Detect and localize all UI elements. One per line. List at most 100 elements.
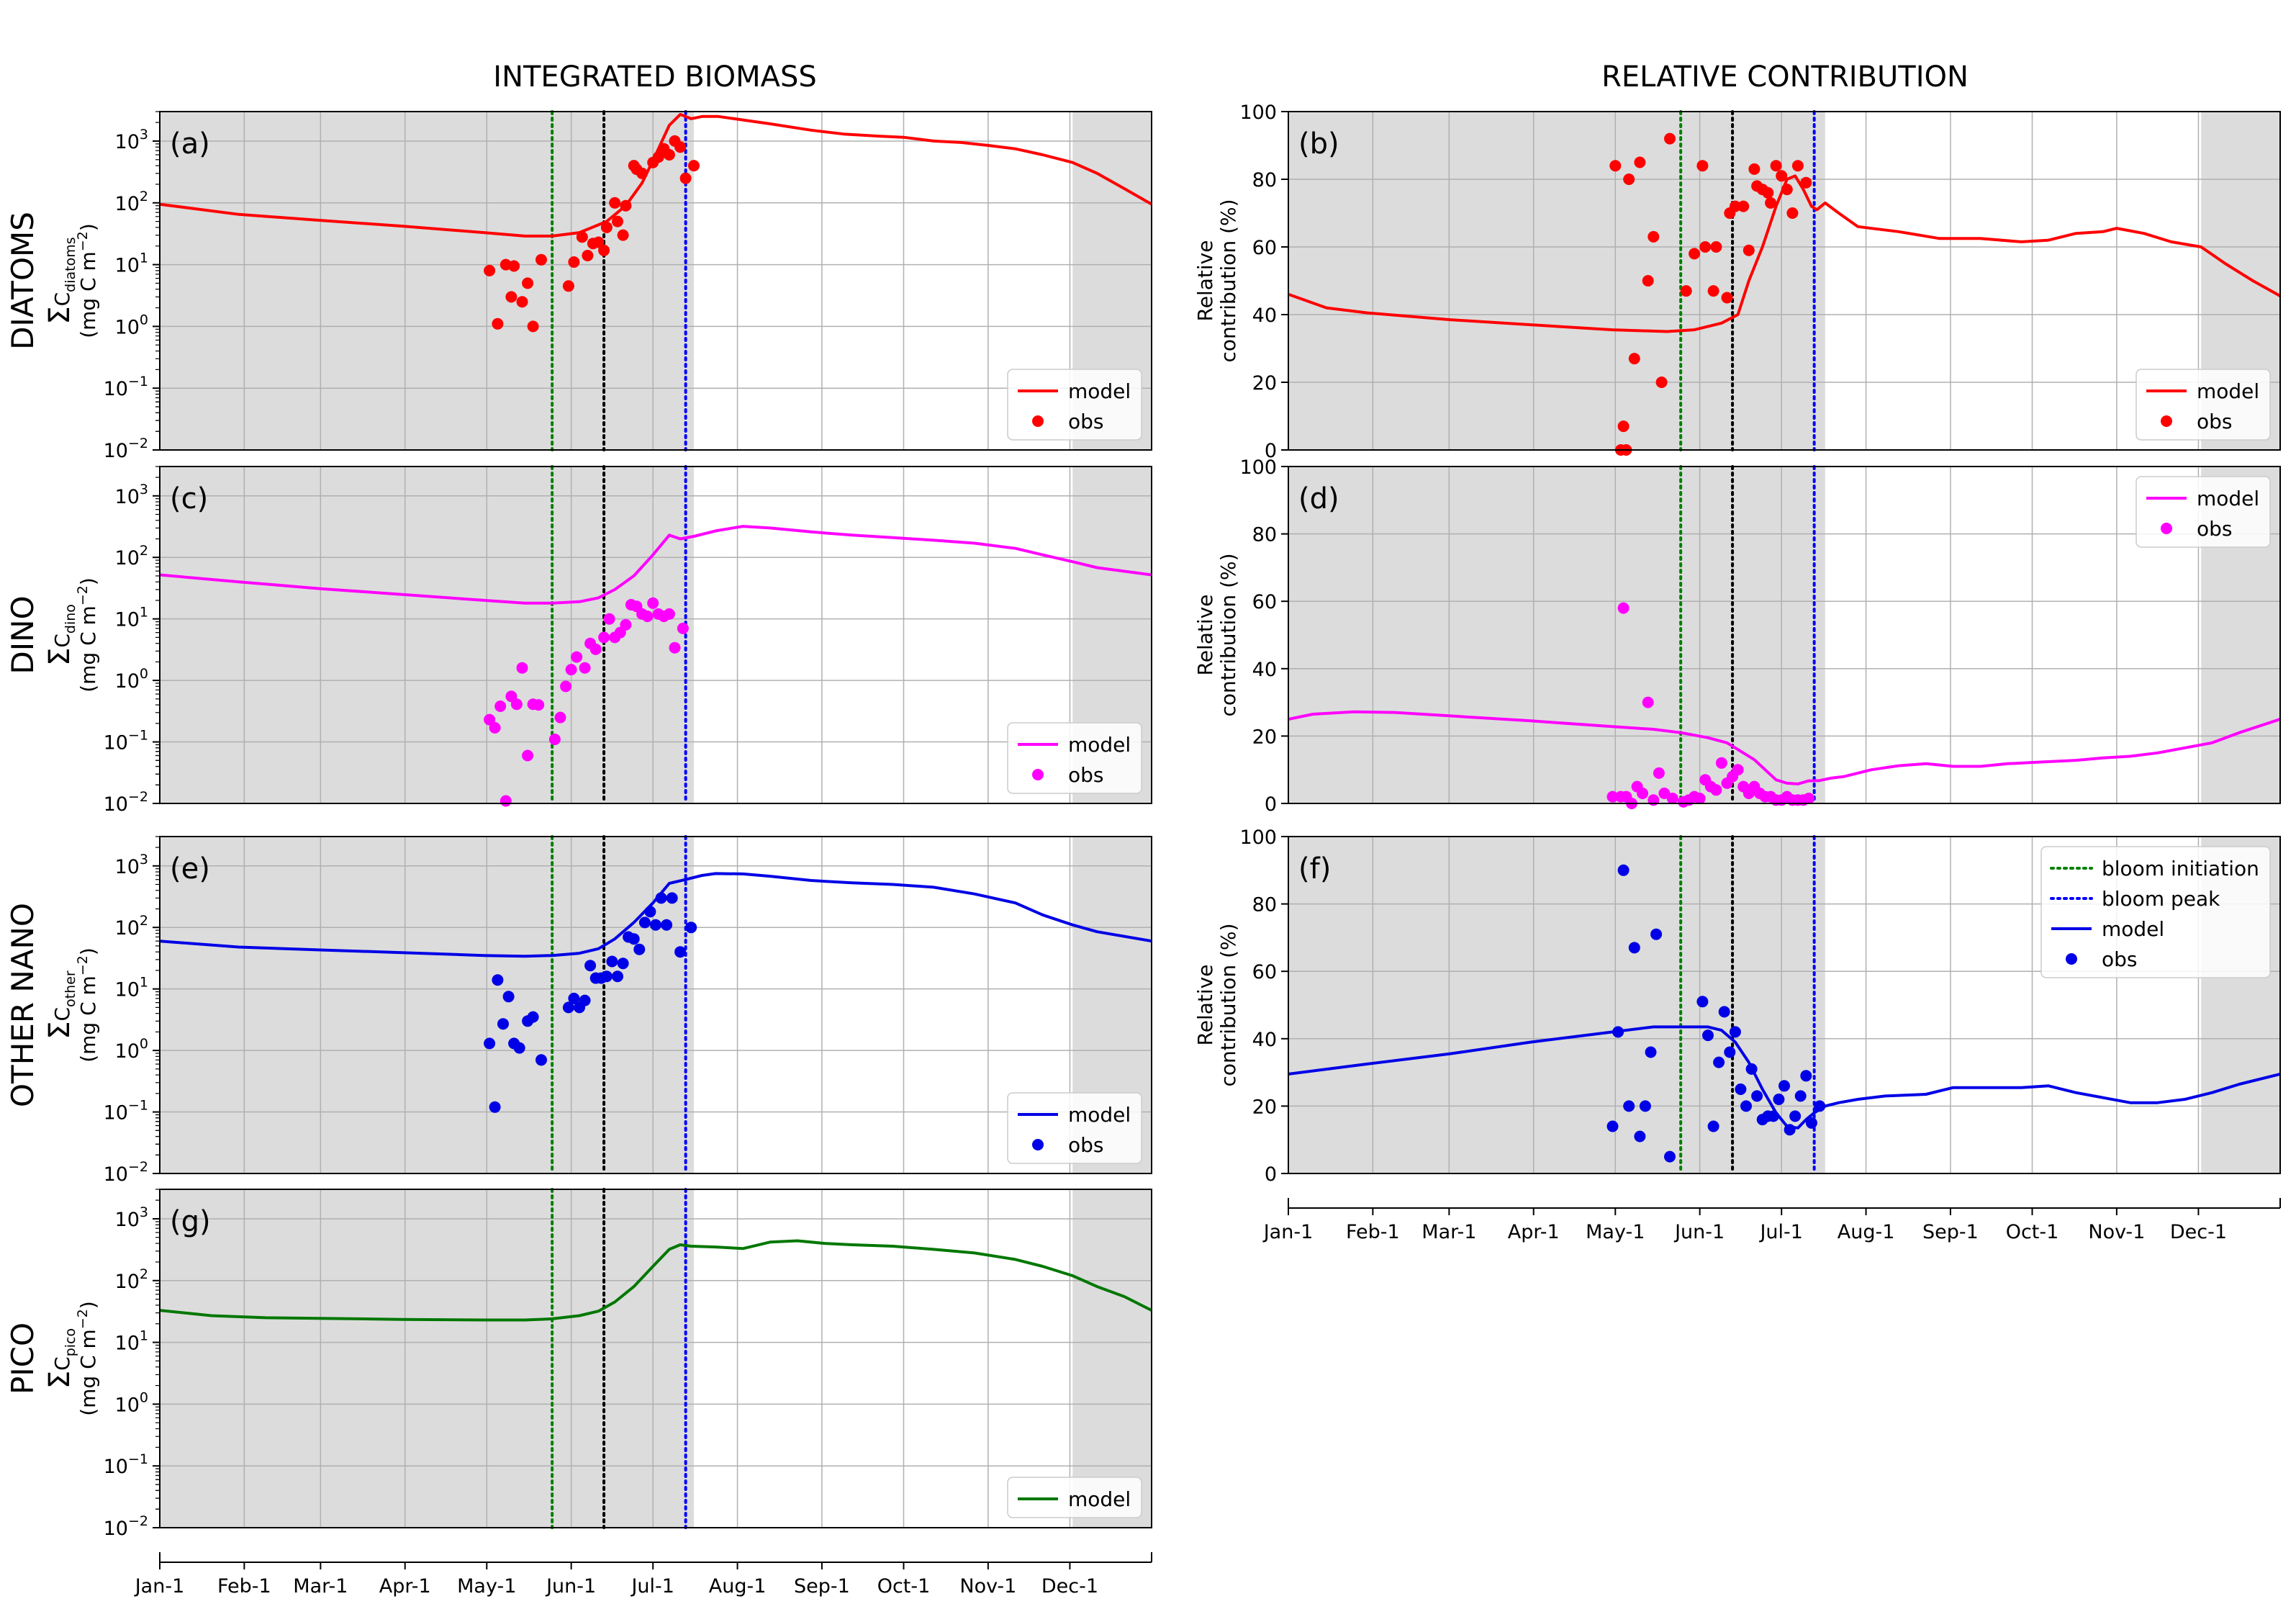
biomass-column-title: INTEGRATED BIOMASS (493, 60, 816, 94)
obs-point (1696, 160, 1709, 172)
y-tick-label: 101 (115, 1328, 148, 1355)
obs-point (1776, 170, 1788, 182)
ylabel-units-exp: −2 (75, 231, 91, 251)
obs-point (1699, 241, 1712, 253)
y-tick-label: 0 (1265, 793, 1277, 816)
obs-point (522, 277, 534, 289)
x-tick-label: Dec-1 (1041, 1575, 1098, 1598)
polar-night-shading (1072, 1189, 1152, 1528)
x-tick-label: Jul-1 (630, 1575, 674, 1598)
obs-point (1735, 1083, 1747, 1095)
y-tick-base: 10 (115, 609, 140, 631)
obs-point (502, 991, 515, 1003)
legend-bloom-peak-label: bloom peak (2102, 887, 2220, 911)
obs-point (1748, 163, 1761, 175)
legend-model-label: model (2102, 917, 2164, 941)
obs-point (1617, 602, 1630, 614)
plot-frame (159, 466, 1152, 804)
y-tick-label: 60 (1252, 237, 1277, 259)
obs-point (617, 229, 629, 241)
y-tick-exponent: −1 (128, 728, 148, 744)
x-tick-label: Nov-1 (2088, 1221, 2145, 1243)
legend-obs-label: obs (1068, 1133, 1104, 1157)
obs-point (579, 662, 591, 674)
obs-point (1803, 793, 1815, 804)
y-tick-label: 101 (115, 605, 148, 631)
plot-frame (159, 836, 1152, 1174)
plot-frame (1288, 111, 2281, 451)
y-tick-base: 10 (104, 1518, 128, 1540)
panel-label: (d) (1298, 482, 1339, 515)
plot-frame (1288, 466, 2281, 804)
x-tick-label: Jun-1 (1673, 1221, 1725, 1243)
legend-obs-swatch (2161, 415, 2172, 427)
obs-point (685, 922, 697, 934)
y-tick-exponent: −1 (128, 374, 148, 389)
ylabel-sigma: Σ (43, 648, 76, 666)
legend-obs-label: obs (2102, 947, 2138, 971)
obs-point (1637, 788, 1649, 799)
y-tick-label: 20 (1252, 1096, 1277, 1118)
obs-point (535, 1054, 547, 1066)
obs-point (1814, 1100, 1826, 1112)
obs-point (1767, 1110, 1779, 1122)
y-tick-label: 102 (115, 1266, 148, 1293)
obs-point (1628, 353, 1640, 365)
y-tick-base: 10 (115, 1209, 140, 1231)
obs-point (603, 613, 615, 625)
panel-b: 100 80 60 40 20 0 (b) Relative contribution (%) m… (1193, 102, 2281, 462)
obs-point (582, 250, 594, 261)
obs-point (1745, 1063, 1758, 1075)
x-tick-label: Aug-1 (709, 1575, 767, 1598)
obs-point (1689, 248, 1701, 260)
legend-obs-label: obs (1068, 410, 1104, 433)
y-tick-exponent: 0 (140, 666, 148, 682)
ylabel-units-exp: −2 (75, 955, 91, 976)
x-tick-label: Nov-1 (959, 1575, 1016, 1598)
obs-point (505, 291, 517, 303)
y-tick-label: 20 (1252, 726, 1277, 748)
obs-point (628, 933, 640, 945)
ylabel-units-close: ) (76, 947, 100, 955)
y-tick-label: 10−1 (104, 374, 148, 400)
obs-point (600, 221, 613, 233)
obs-point (1789, 1110, 1802, 1122)
obs-point (579, 994, 591, 1006)
obs-point (1779, 1080, 1790, 1092)
y-tick-base: 10 (104, 1102, 128, 1125)
y-tick-exponent: −1 (128, 1451, 148, 1467)
x-tick-label: Mar-1 (1422, 1221, 1476, 1243)
row-title: DIATOMS (5, 212, 40, 350)
ylabel-subscript: other (63, 970, 78, 1007)
y-tick-label: 60 (1252, 591, 1277, 613)
biomass-ylabel-units: (mg C m−2) (75, 223, 100, 338)
biomass-ylabel: ΣCother (43, 970, 78, 1040)
obs-point (1743, 244, 1755, 256)
y-tick-label: 103 (115, 1204, 148, 1231)
legend-model-label: model (1068, 1103, 1131, 1127)
obs-point (1737, 200, 1750, 212)
obs-point (516, 662, 528, 674)
legend-obs-swatch (1032, 769, 1044, 780)
y-tick-exponent: 2 (140, 1266, 148, 1282)
obs-point (1729, 200, 1741, 212)
ylabel-units-close: ) (76, 1301, 100, 1309)
obs-point (1650, 928, 1663, 940)
obs-point (674, 946, 687, 958)
biomass-ylabel: ΣCdino (43, 604, 78, 666)
obs-point (1606, 790, 1619, 803)
y-tick-base: 10 (104, 793, 128, 816)
biomass-ylabel: ΣCdiatoms (43, 237, 78, 324)
obs-point (535, 253, 547, 266)
model-line (1288, 710, 2280, 785)
obs-point (661, 919, 673, 931)
row-title: OTHER NANO (5, 903, 40, 1107)
obs-point (609, 197, 621, 209)
obs-point (652, 151, 664, 163)
obs-point (636, 167, 648, 179)
obs-point (1784, 1124, 1796, 1136)
obs-point (1680, 285, 1692, 297)
obs-point (650, 919, 661, 931)
obs-point (522, 749, 534, 762)
